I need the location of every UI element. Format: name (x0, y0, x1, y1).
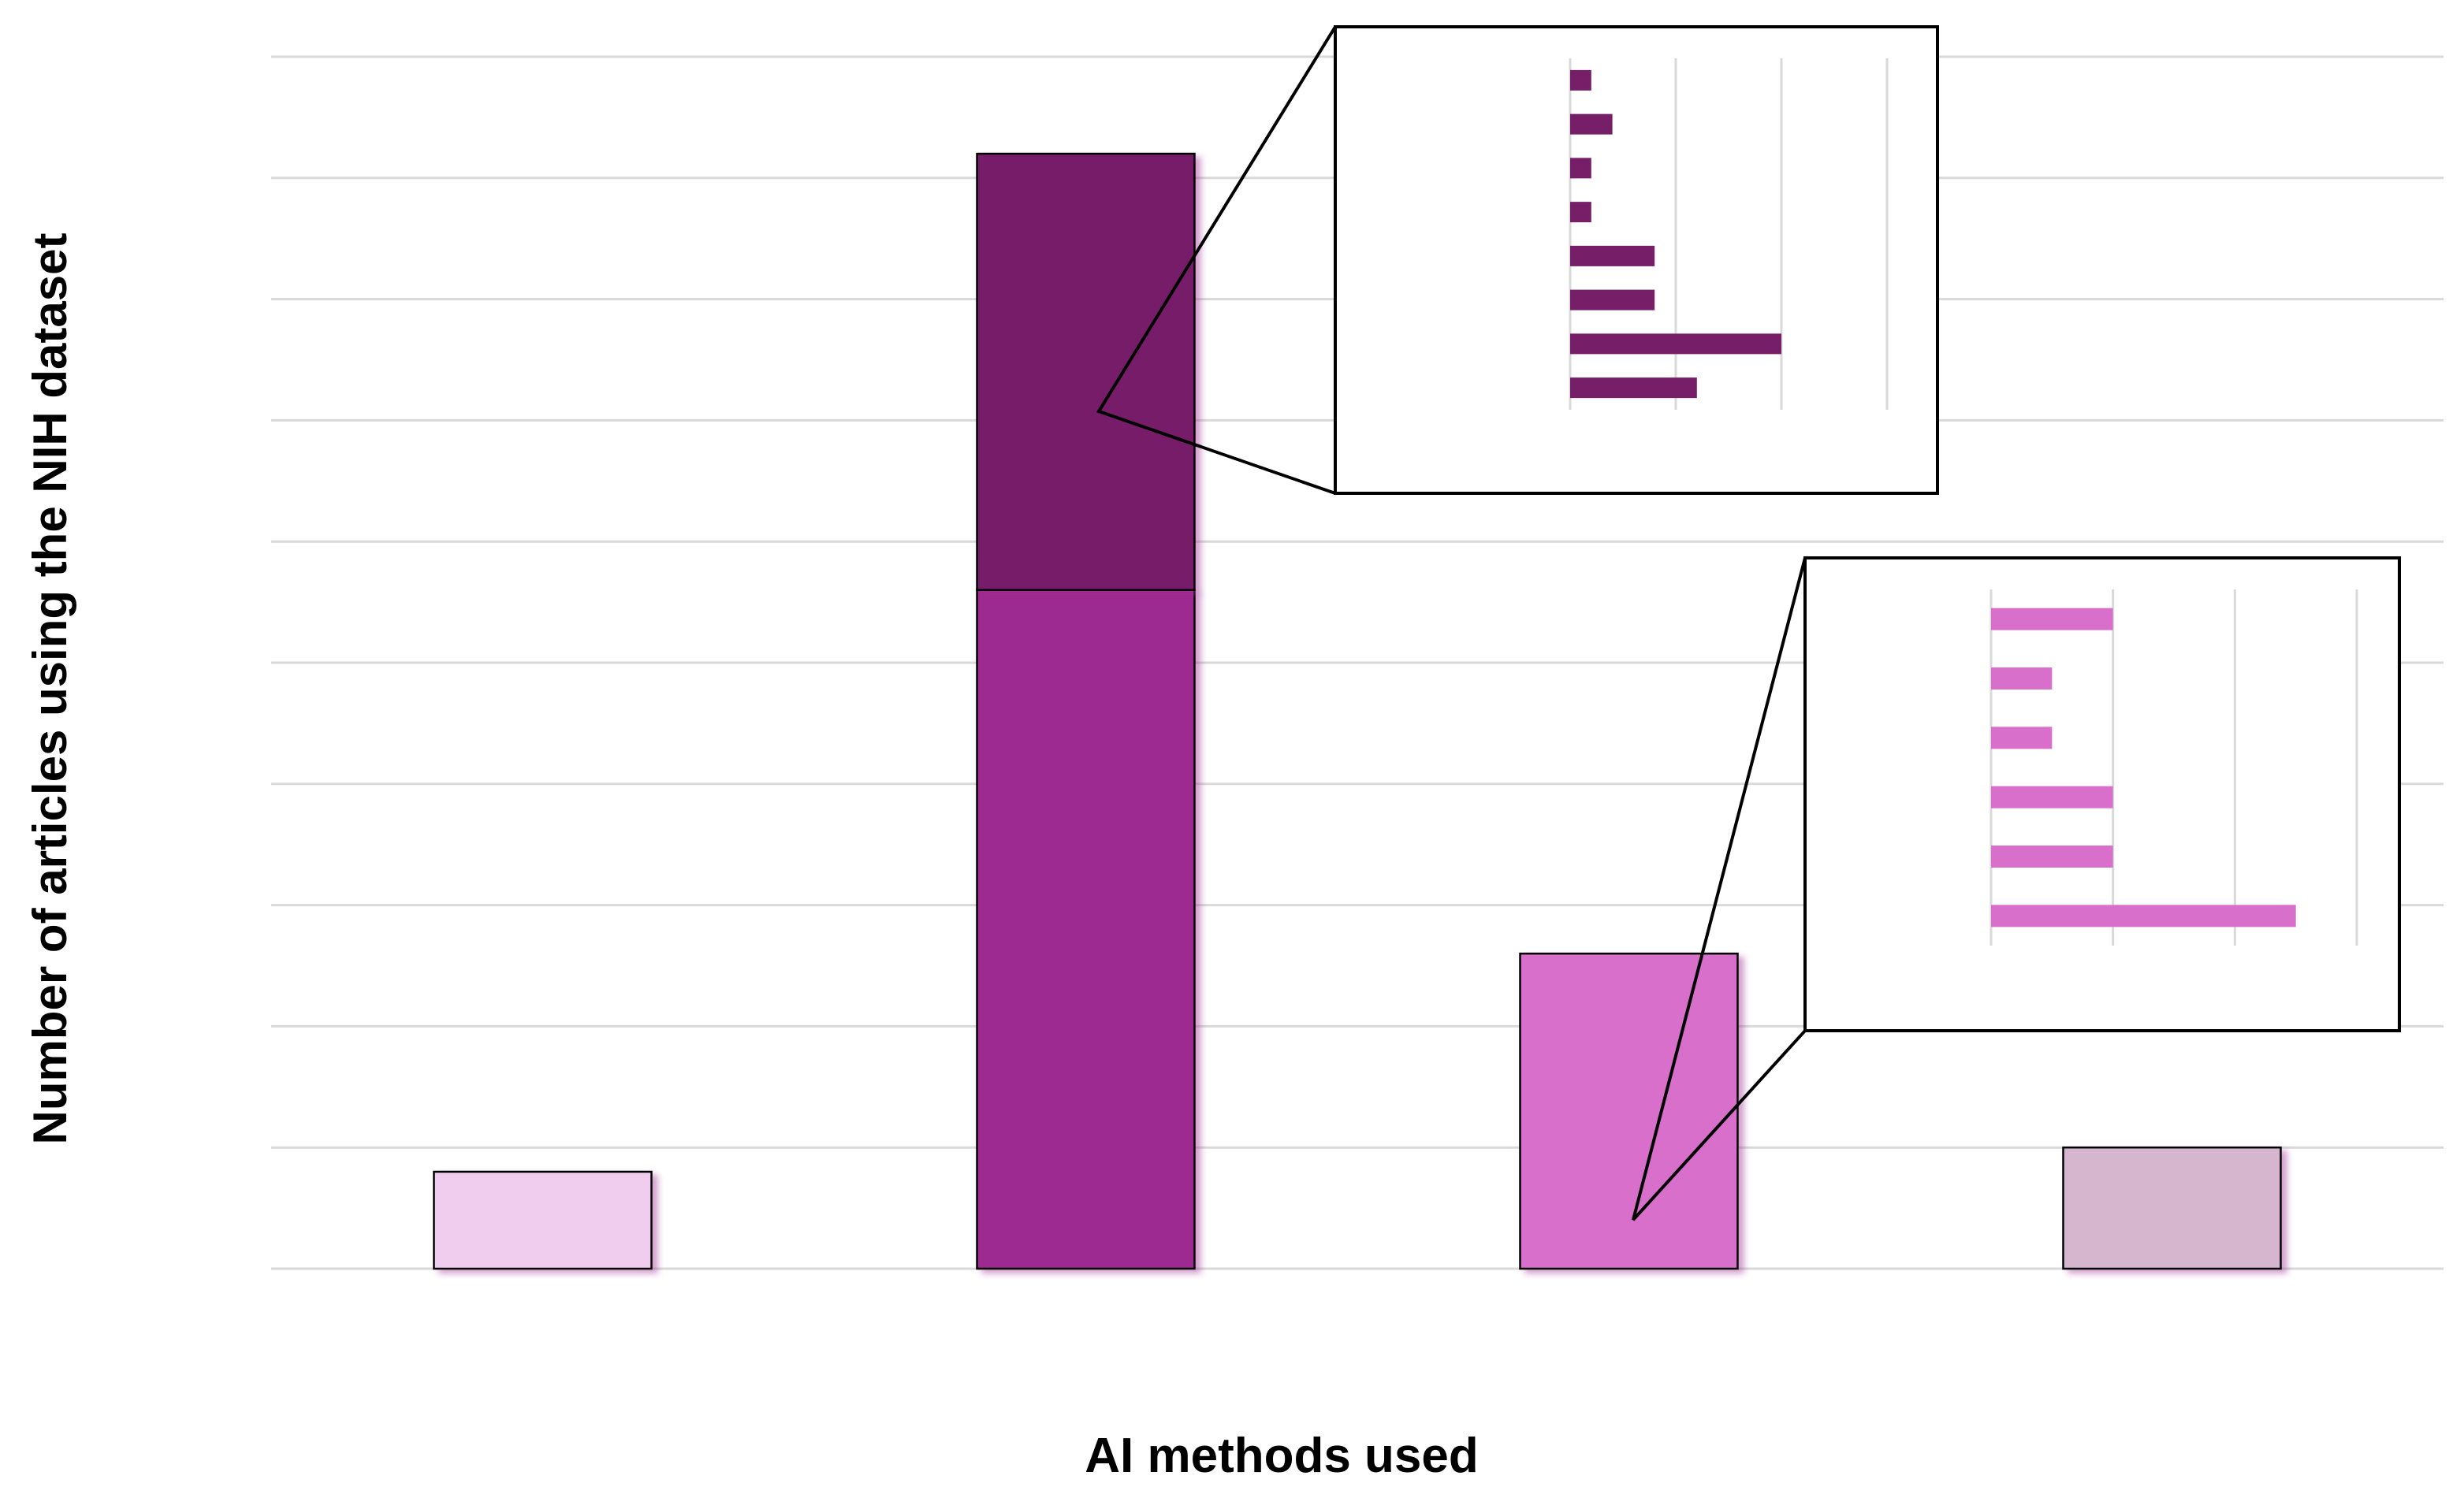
inset-bar-resnet (1570, 377, 1697, 399)
inset-bar-inception (1570, 113, 1613, 135)
inset-bar-mobilenet (1570, 289, 1655, 310)
inset-bar-yolo (1570, 69, 1591, 91)
inset-bar-lr (1991, 667, 2053, 690)
mldl-inset-pointer (1632, 557, 1807, 1221)
inset-bar-rf (1991, 786, 2113, 808)
inset-connector-lines (1096, 25, 1807, 1221)
inset-bar-svm (1991, 905, 2296, 927)
inset-dl-breakdown (1334, 25, 1939, 495)
inset-mldl-breakdown (1803, 556, 2401, 1032)
dl-inset-pointer (1096, 25, 1337, 495)
bar-ensemble-base (2062, 1146, 2282, 1270)
bar-dl-dl-breakdown (976, 152, 1196, 591)
inset-bar-knn (1991, 846, 2113, 868)
bar-dl-base (976, 589, 1196, 1270)
main-bars (433, 152, 2282, 1270)
inset-bar-xception (1570, 202, 1591, 223)
inset-bar-vgg (1570, 333, 1781, 355)
inset-bar-densenet (1570, 245, 1655, 266)
bar-ml-base (433, 1170, 653, 1270)
inset-bar-others (1991, 608, 2113, 630)
inset-bar-xgboost (1991, 727, 2053, 749)
y-axis-label: Number of articles using the NIH dataset (24, 233, 76, 1145)
x-axis-label: AI methods used (1085, 1429, 1479, 1483)
bar-ml-dl-base (1519, 952, 1739, 1270)
inset-bar-efficientnet (1570, 158, 1591, 179)
